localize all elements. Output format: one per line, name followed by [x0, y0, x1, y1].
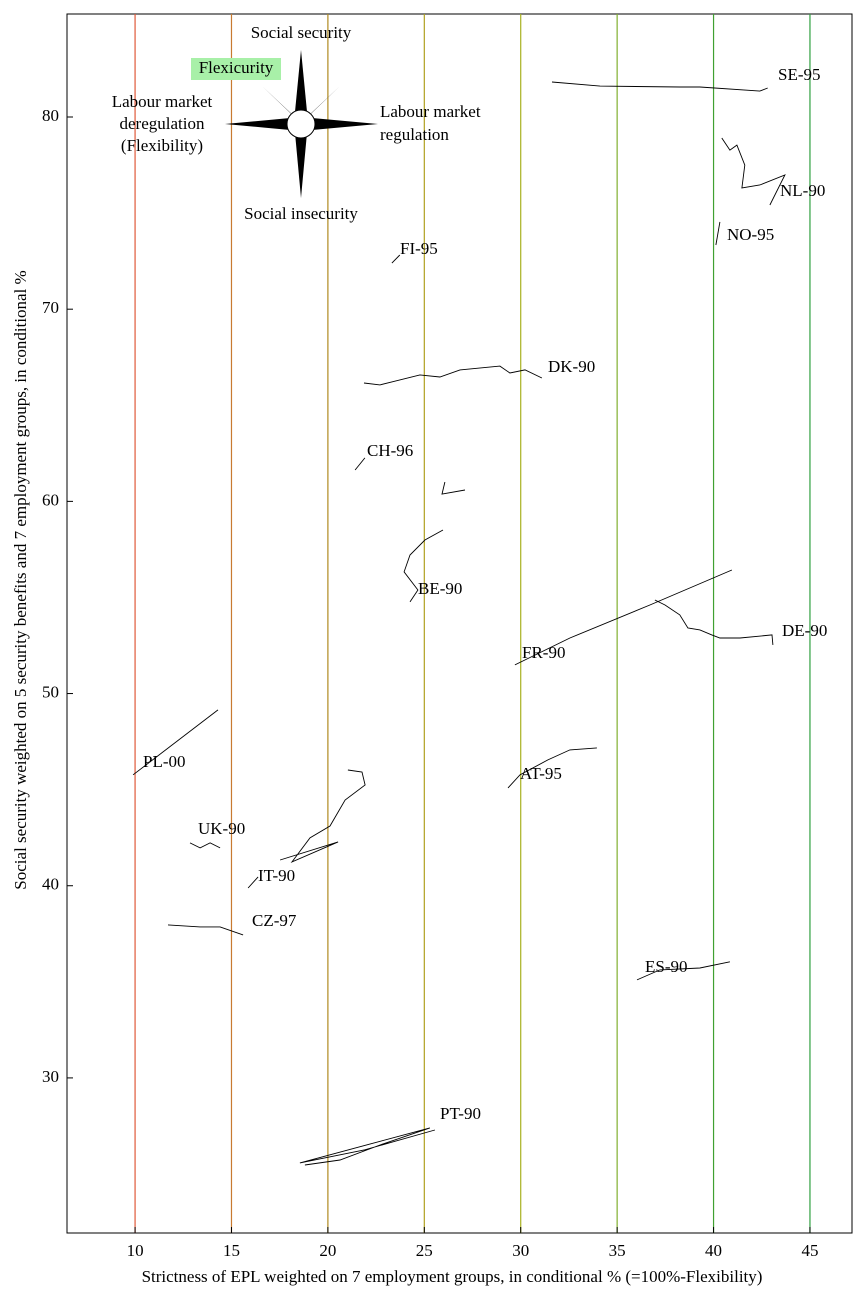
trajectory	[391, 254, 401, 264]
trajectory	[551, 81, 768, 92]
flexicurity-highlight	[191, 58, 281, 80]
series-label: DE-90	[782, 621, 827, 640]
series-label: BE-90	[418, 579, 462, 598]
x-tick-label: 45	[801, 1241, 818, 1260]
series-label: UK-90	[198, 819, 245, 838]
compass-east: Labour market	[380, 102, 481, 121]
trajectory	[167, 924, 244, 936]
series-label: FI-95	[400, 239, 438, 258]
series-label: PL-00	[143, 752, 186, 771]
series-label: NO-95	[727, 225, 774, 244]
series-label: CZ-97	[252, 911, 297, 930]
compass-west: (Flexibility)	[121, 136, 203, 155]
trajectory	[363, 365, 543, 386]
series-label: NL-90	[780, 181, 825, 200]
series-label: IT-90	[258, 866, 295, 885]
x-tick-label: 30	[512, 1241, 529, 1260]
compass-corner: Flexicurity	[199, 58, 274, 77]
y-tick-label: 70	[42, 298, 59, 317]
trajectory	[721, 137, 786, 206]
trajectory	[354, 457, 366, 471]
trajectory	[247, 769, 366, 889]
grid	[134, 14, 811, 1233]
series-label: ES-90	[645, 957, 688, 976]
y-tick-label: 30	[42, 1067, 59, 1086]
series-label: FR-90	[522, 643, 565, 662]
x-tick-label: 35	[609, 1241, 626, 1260]
x-tick-label: 40	[705, 1241, 722, 1260]
y-tick-label: 50	[42, 682, 59, 701]
compass-point	[294, 50, 308, 122]
trajectory	[132, 709, 219, 776]
compass-point	[225, 117, 301, 131]
compass-north: Social security	[251, 23, 352, 42]
compass-east: regulation	[380, 125, 449, 144]
series-label: CH-96	[367, 441, 413, 460]
compass-center	[286, 109, 316, 139]
trajectory	[403, 481, 466, 603]
x-tick-label: 15	[223, 1241, 240, 1260]
trajectory	[507, 747, 597, 789]
x-axis-label: Strictness of EPL weighted on 7 employme…	[142, 1267, 763, 1286]
plot-frame	[66, 13, 853, 1234]
compass: Social security Flexicurity Labour marke…	[112, 23, 481, 223]
x-tick-label: 10	[127, 1241, 144, 1260]
y-tick-label: 40	[42, 875, 59, 894]
compass-west: deregulation	[120, 114, 205, 133]
x-tick-label: 20	[319, 1241, 336, 1260]
trajectory	[715, 221, 721, 246]
compass-south: Social insecurity	[244, 204, 358, 223]
trajectory	[189, 842, 221, 849]
trajectory	[299, 1127, 436, 1166]
x-tick-label: 25	[416, 1241, 433, 1260]
y-tick-label: 60	[42, 490, 59, 509]
series-label: AT-95	[520, 764, 562, 783]
trajectory	[654, 599, 774, 645]
series-label: SE-95	[778, 65, 821, 84]
compass-point	[301, 117, 378, 131]
series-label: PT-90	[440, 1104, 481, 1123]
y-axis-label: Social security weighted on 5 security b…	[11, 270, 30, 889]
series-label: DK-90	[548, 357, 595, 376]
y-tick-label: 80	[42, 106, 59, 125]
compass-west: Labour market	[112, 92, 213, 111]
trajectory	[514, 569, 733, 666]
trajectory	[636, 961, 730, 981]
compass-point	[294, 122, 308, 198]
